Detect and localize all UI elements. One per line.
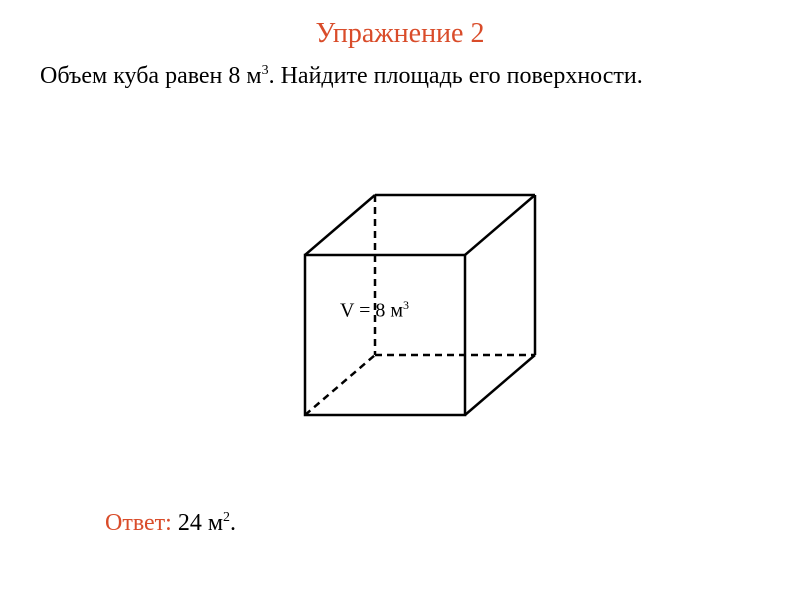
volume-exp: 3 (403, 298, 409, 312)
connect-bottom-left (305, 355, 375, 415)
answer-value-1: 24 м (178, 510, 223, 536)
connect-bottom-right (465, 355, 535, 415)
problem-text-1: Объем куба равен 8 м (40, 63, 262, 89)
answer-value-2: . (230, 510, 236, 536)
answer-exp: 2 (223, 510, 230, 525)
connect-top-right (465, 195, 535, 255)
answer-label: Ответ: (105, 510, 178, 536)
volume-text: V = 8 м (340, 300, 403, 322)
answer-line: Ответ: 24 м2. (105, 510, 236, 537)
volume-label: V = 8 м3 (340, 298, 409, 323)
connect-top-left (305, 195, 375, 255)
cube-svg (280, 180, 560, 440)
problem-statement: Объем куба равен 8 м3. Найдите площадь е… (0, 50, 800, 92)
exercise-title: Упражнение 2 (0, 0, 800, 50)
problem-text-2: . Найдите площадь его поверхности. (269, 63, 643, 89)
front-face (305, 255, 465, 415)
problem-exp-1: 3 (262, 63, 269, 78)
